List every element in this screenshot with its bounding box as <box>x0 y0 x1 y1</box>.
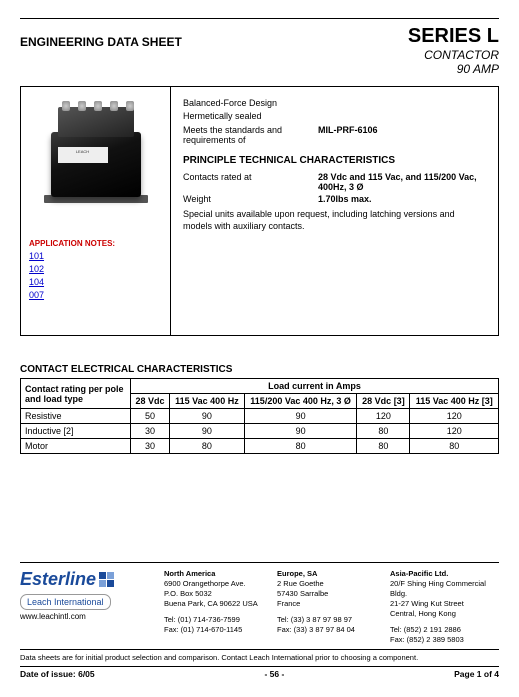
cell-value: 50 <box>131 409 170 424</box>
table-load-heading: Load current in Amps <box>131 379 499 394</box>
app-note-link[interactable]: 101 <box>29 250 162 263</box>
table-heading: CONTACT ELECTRICAL CHARACTERISTICS <box>20 364 499 375</box>
cell-value: 90 <box>244 424 357 439</box>
sheet-title: ENGINEERING DATA SHEET <box>20 25 182 49</box>
cell-value: 120 <box>357 409 410 424</box>
app-notes-heading: APPLICATION NOTES: <box>29 239 162 248</box>
standards-value: MIL-PRF-6106 <box>318 125 378 145</box>
weight-label: Weight <box>183 194 318 204</box>
region-ap: Asia-Pacific Ltd. 20/F Shing Hing Commer… <box>386 569 499 645</box>
region-eu: Europe, SA 2 Rue Goethe 57430 Sarralbe F… <box>273 569 386 645</box>
series-title: SERIES L <box>408 25 499 48</box>
product-rating: 90 AMP <box>408 62 499 76</box>
weight-value: 1.70lbs max. <box>318 194 372 204</box>
electrical-table: Contact rating per pole and load type Lo… <box>20 378 499 454</box>
cell-value: 90 <box>170 424 245 439</box>
cell-value: 90 <box>244 409 357 424</box>
page-center: - 56 - <box>264 669 284 679</box>
logo-icon <box>99 572 115 588</box>
disclaimer: Data sheets are for initial product sele… <box>20 653 499 662</box>
cell-value: 90 <box>170 409 245 424</box>
row-label: Motor <box>21 439 131 454</box>
row-label: Inductive [2] <box>21 424 131 439</box>
company-logo: Esterline <box>20 569 154 590</box>
cell-value: 80 <box>357 424 410 439</box>
page-number: Page 1 of 4 <box>454 669 499 679</box>
cell-value: 120 <box>410 409 499 424</box>
cell-value: 80 <box>410 439 499 454</box>
table-row: Inductive [2]30909080120 <box>21 424 499 439</box>
contacts-label: Contacts rated at <box>183 172 318 192</box>
design-line: Balanced-Force Design <box>183 97 486 110</box>
header: ENGINEERING DATA SHEET SERIES L CONTACTO… <box>20 25 499 76</box>
app-note-link[interactable]: 007 <box>29 289 162 302</box>
page-footer: Date of issue: 6/05 - 56 - Page 1 of 4 <box>20 666 499 679</box>
product-type: CONTACTOR <box>408 48 499 62</box>
issue-date: Date of issue: 6/05 <box>20 669 95 679</box>
app-note-link[interactable]: 104 <box>29 276 162 289</box>
footer: Esterline Leach International www.leachi… <box>20 562 499 679</box>
col-h: 115 Vac 400 Hz <box>170 394 245 409</box>
cell-value: 80 <box>357 439 410 454</box>
row-label: Resistive <box>21 409 131 424</box>
col-h: 115 Vac 400 Hz [3] <box>410 394 499 409</box>
seal-line: Hermetically sealed <box>183 110 486 123</box>
table-rowhead: Contact rating per pole and load type <box>21 379 131 409</box>
cell-value: 120 <box>410 424 499 439</box>
special-note: Special units available upon request, in… <box>183 208 486 232</box>
contacts-value: 28 Vdc and 115 Vac, and 115/200 Vac, 400… <box>318 172 478 192</box>
app-note-link[interactable]: 102 <box>29 263 162 276</box>
standards-label: Meets the standards and requirements of <box>183 125 318 145</box>
cell-value: 30 <box>131 439 170 454</box>
col-h: 28 Vdc <box>131 394 170 409</box>
cell-value: 30 <box>131 424 170 439</box>
product-image: LEACH <box>36 99 156 209</box>
main-box: LEACH APPLICATION NOTES: 101 102 104 007… <box>20 86 499 336</box>
col-h: 115/200 Vac 400 Hz, 3 Ø <box>244 394 357 409</box>
cell-value: 80 <box>170 439 245 454</box>
col-h: 28 Vdc [3] <box>357 394 410 409</box>
characteristics-heading: PRINCIPLE TECHNICAL CHARACTERISTICS <box>183 155 486 166</box>
table-row: Motor3080808080 <box>21 439 499 454</box>
division-logo: Leach International <box>20 594 111 610</box>
region-na: North America 6900 Orangethorpe Ave. P.O… <box>160 569 273 645</box>
table-row: Resistive509090120120 <box>21 409 499 424</box>
cell-value: 80 <box>244 439 357 454</box>
website[interactable]: www.leachintl.com <box>20 612 154 621</box>
